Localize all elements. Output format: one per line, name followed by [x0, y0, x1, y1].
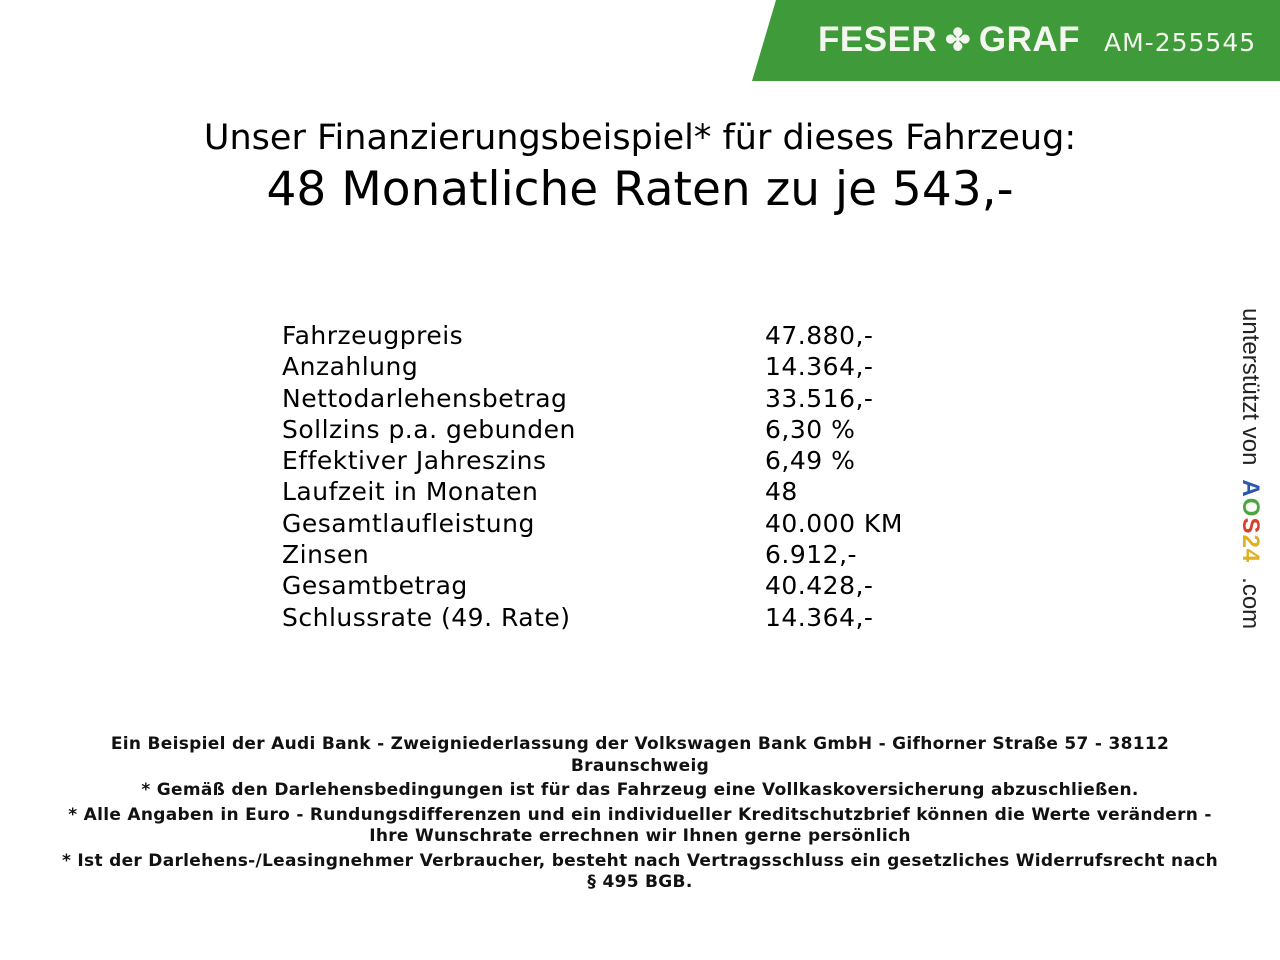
row-label: Effektiver Jahreszins — [282, 446, 547, 476]
supported-text: unterstützt von — [1237, 308, 1264, 466]
aos24-logo: AOS24 — [1237, 479, 1264, 564]
footer-notes: Ein Beispiel der Audi Bank - Zweignieder… — [60, 734, 1220, 897]
title-line1: Unser Finanzierungsbeispiel* für dieses … — [203, 118, 1077, 158]
table-row: Fahrzeugpreis 47.880,- — [282, 321, 982, 352]
supported-domain: .com — [1237, 577, 1264, 630]
row-label: Fahrzeugpreis — [282, 321, 464, 350]
brand-left: FESER — [818, 20, 938, 59]
table-row: Nettodarlehensbetrag 33.516,- — [282, 384, 982, 415]
table-row: Gesamtlaufleistung 40.000 KM — [282, 509, 982, 540]
row-value: 6,30 % — [765, 414, 856, 444]
footer-line: * Ist der Darlehens-/Leasingnehmer Verbr… — [62, 850, 1218, 893]
table-row: Zinsen 6.912,- — [282, 540, 982, 571]
row-value: 14.364,- — [765, 352, 874, 382]
row-label: Laufzeit in Monaten — [282, 477, 539, 507]
table-row: Effektiver Jahreszins 6,49 % — [282, 446, 982, 477]
table-row: Anzahlung 14.364,- — [282, 352, 982, 383]
row-value: 6,49 % — [765, 446, 856, 476]
row-label: Nettodarlehensbetrag — [282, 383, 568, 413]
table-row: Laufzeit in Monaten 48 — [282, 477, 982, 508]
supported-by: unterstützt von AOS24 .com — [1236, 308, 1264, 629]
footer-line: * Alle Angaben in Euro - Rundungsdiffere… — [68, 804, 1212, 847]
row-label: Anzahlung — [282, 352, 419, 382]
row-label: Sollzins p.a. gebunden — [282, 414, 576, 444]
row-label: Gesamtbetrag — [282, 571, 468, 601]
footer-line: Ein Beispiel der Audi Bank - Zweignieder… — [110, 734, 1170, 776]
finance-table: Fahrzeugpreis 47.880,- Anzahlung 14.364,- Ne… — [282, 321, 982, 634]
row-value: 48 — [765, 477, 798, 507]
table-row: Gesamtbetrag 40.428,- — [282, 571, 982, 602]
row-value: 14.364,- — [765, 602, 874, 632]
brand-logo: FESER ✤ GRAF — [818, 20, 1080, 60]
table-row: Schlussrate (49. Rate) 14.364,- — [282, 603, 982, 634]
vehicle-code: AM-255545 — [1104, 28, 1257, 57]
footer-line: * Gemäß den Darlehensbedingungen ist für… — [141, 780, 1139, 800]
row-value: 33.516,- — [765, 383, 874, 413]
table-row: Sollzins p.a. gebunden 6,30 % — [282, 415, 982, 446]
clover-icon: ✤ — [945, 23, 971, 57]
row-label: Zinsen — [282, 540, 370, 570]
brand-banner — [752, 0, 1280, 81]
row-value: 40.428,- — [765, 571, 874, 601]
brand-right: GRAF — [978, 20, 1080, 59]
title-line2: 48 Monatliche Raten zu je 543,- — [266, 162, 1014, 217]
row-value: 47.880,- — [765, 321, 874, 350]
row-value: 6.912,- — [765, 540, 858, 570]
row-label: Gesamtlaufleistung — [282, 508, 535, 538]
row-label: Schlussrate (49. Rate) — [282, 602, 571, 632]
row-value: 40.000 KM — [765, 508, 903, 538]
